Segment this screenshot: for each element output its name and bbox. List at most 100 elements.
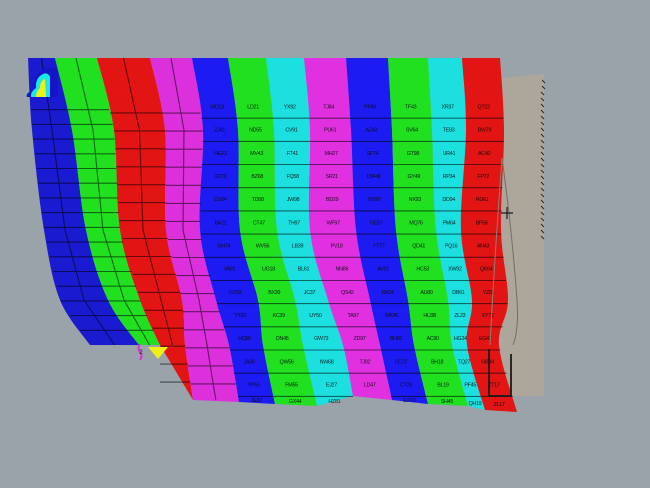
svg-text:TD58: TD58 bbox=[252, 197, 264, 203]
svg-text:WV56: WV56 bbox=[256, 244, 270, 250]
svg-text:TJ92: TJ92 bbox=[360, 359, 371, 365]
svg-text:RP34: RP34 bbox=[443, 174, 456, 180]
svg-text:BD29: BD29 bbox=[326, 197, 339, 203]
svg-text:XR37: XR37 bbox=[442, 104, 455, 110]
svg-text:XW92: XW92 bbox=[448, 267, 462, 273]
svg-text:QW56: QW56 bbox=[280, 359, 294, 365]
svg-text:JC37: JC37 bbox=[304, 290, 316, 296]
svg-text:AN43: AN43 bbox=[477, 244, 490, 250]
svg-text:NN86: NN86 bbox=[336, 267, 349, 273]
svg-text:EX70: EX70 bbox=[403, 398, 415, 404]
svg-text:KC39: KC39 bbox=[273, 313, 286, 319]
svg-text:WF97: WF97 bbox=[327, 220, 340, 226]
svg-text:TA97: TA97 bbox=[348, 313, 360, 319]
svg-text:ZD97: ZD97 bbox=[354, 336, 366, 342]
svg-text:BH82: BH82 bbox=[390, 336, 403, 342]
svg-text:FM55: FM55 bbox=[285, 383, 298, 389]
svg-text:ND55: ND55 bbox=[249, 128, 262, 134]
svg-text:JA30: JA30 bbox=[244, 359, 255, 365]
svg-text:MK40: MK40 bbox=[385, 313, 398, 319]
svg-text:GE57: GE57 bbox=[370, 220, 383, 226]
svg-text:QH19: QH19 bbox=[468, 401, 481, 407]
svg-text:GY49: GY49 bbox=[408, 174, 421, 180]
svg-text:AV51: AV51 bbox=[377, 267, 389, 273]
svg-text:CT26: CT26 bbox=[400, 383, 412, 389]
svg-text:FT41: FT41 bbox=[287, 151, 299, 157]
svg-text:UY50: UY50 bbox=[309, 313, 322, 319]
svg-text:NX93: NX93 bbox=[409, 197, 422, 203]
svg-text:BX39: BX39 bbox=[268, 290, 280, 296]
svg-text:QT22: QT22 bbox=[478, 104, 491, 110]
svg-text:GH74: GH74 bbox=[217, 244, 230, 250]
svg-text:MH27: MH27 bbox=[325, 151, 338, 157]
svg-text:GW73: GW73 bbox=[314, 336, 328, 342]
svg-text:DD94: DD94 bbox=[442, 197, 455, 203]
svg-text:HZ81: HZ81 bbox=[328, 399, 340, 405]
svg-text:ZJ41: ZJ41 bbox=[214, 128, 225, 134]
svg-text:BL61: BL61 bbox=[298, 267, 310, 273]
svg-text:GB84: GB84 bbox=[481, 359, 494, 365]
svg-text:DN45: DN45 bbox=[276, 336, 289, 342]
svg-text:BH18: BH18 bbox=[431, 359, 444, 365]
svg-text:GX44: GX44 bbox=[289, 399, 302, 405]
svg-text:FT77: FT77 bbox=[373, 244, 385, 250]
svg-text:QS42: QS42 bbox=[341, 290, 354, 296]
svg-text:AC90: AC90 bbox=[426, 336, 439, 342]
svg-text:BL19: BL19 bbox=[437, 383, 449, 389]
svg-text:RG61: RG61 bbox=[476, 197, 489, 203]
svg-text:DB61: DB61 bbox=[452, 290, 465, 296]
svg-text:GY93: GY93 bbox=[229, 290, 242, 296]
svg-text:YP53: YP53 bbox=[248, 383, 260, 389]
svg-text:NW68: NW68 bbox=[320, 359, 334, 365]
svg-text:AU80: AU80 bbox=[420, 290, 433, 296]
svg-text:PF68: PF68 bbox=[364, 104, 376, 110]
svg-text:SV64: SV64 bbox=[406, 128, 418, 134]
svg-text:ZL23: ZL23 bbox=[454, 313, 465, 319]
svg-text:UR41: UR41 bbox=[443, 151, 456, 157]
svg-text:CV91: CV91 bbox=[285, 128, 298, 134]
svg-text:EJ27: EJ27 bbox=[326, 383, 337, 389]
svg-text:VA81: VA81 bbox=[224, 267, 236, 273]
svg-text:BZ68: BZ68 bbox=[251, 174, 263, 180]
svg-text:BW79: BW79 bbox=[478, 128, 492, 134]
svg-text:HG34: HG34 bbox=[454, 336, 467, 342]
svg-text:TH97: TH97 bbox=[288, 220, 300, 226]
svg-text:FQ58: FQ58 bbox=[287, 174, 300, 180]
svg-text:QD41: QD41 bbox=[412, 244, 425, 250]
svg-text:CT47: CT47 bbox=[253, 220, 265, 226]
svg-text:WD13: WD13 bbox=[210, 104, 224, 110]
svg-text:PF45: PF45 bbox=[464, 383, 476, 389]
svg-text:PM64: PM64 bbox=[442, 220, 455, 226]
svg-text:LD21: LD21 bbox=[247, 104, 259, 110]
svg-text:JE37: JE37 bbox=[251, 398, 262, 404]
svg-text:TE83: TE83 bbox=[443, 128, 455, 134]
svg-text:SF74: SF74 bbox=[367, 151, 379, 157]
svg-text:LB39: LB39 bbox=[292, 244, 304, 250]
svg-text:HQ85: HQ85 bbox=[238, 336, 251, 342]
svg-text:TF43: TF43 bbox=[405, 104, 417, 110]
svg-text:CU64: CU64 bbox=[214, 197, 227, 203]
svg-text:RA24: RA24 bbox=[381, 290, 394, 296]
svg-text:MV43: MV43 bbox=[250, 151, 263, 157]
svg-text:DW48: DW48 bbox=[367, 174, 381, 180]
svg-text:CC72: CC72 bbox=[395, 359, 408, 365]
svg-text:HC53: HC53 bbox=[416, 267, 429, 273]
svg-text:AZ43: AZ43 bbox=[366, 128, 378, 134]
svg-text:SH45: SH45 bbox=[441, 399, 454, 405]
svg-text:HU38: HU38 bbox=[423, 313, 436, 319]
svg-text:PQ16: PQ16 bbox=[445, 244, 458, 250]
svg-text:FP72: FP72 bbox=[477, 174, 489, 180]
svg-text:UG18: UG18 bbox=[262, 267, 275, 273]
svg-text:YT63: YT63 bbox=[234, 313, 246, 319]
svg-text:HE23: HE23 bbox=[214, 151, 227, 157]
svg-text:ZL17: ZL17 bbox=[493, 402, 504, 408]
svg-text:JW98: JW98 bbox=[287, 197, 300, 203]
svg-text:XZ79: XZ79 bbox=[214, 174, 226, 180]
svg-text:TJ84: TJ84 bbox=[323, 104, 334, 110]
svg-text:BA21: BA21 bbox=[215, 220, 227, 226]
svg-text:SR21: SR21 bbox=[326, 174, 339, 180]
svg-text:GT98: GT98 bbox=[407, 151, 420, 157]
svg-text:QK64: QK64 bbox=[480, 267, 493, 273]
svg-text:LD47: LD47 bbox=[364, 383, 376, 389]
svg-text:TQ27: TQ27 bbox=[458, 359, 471, 365]
